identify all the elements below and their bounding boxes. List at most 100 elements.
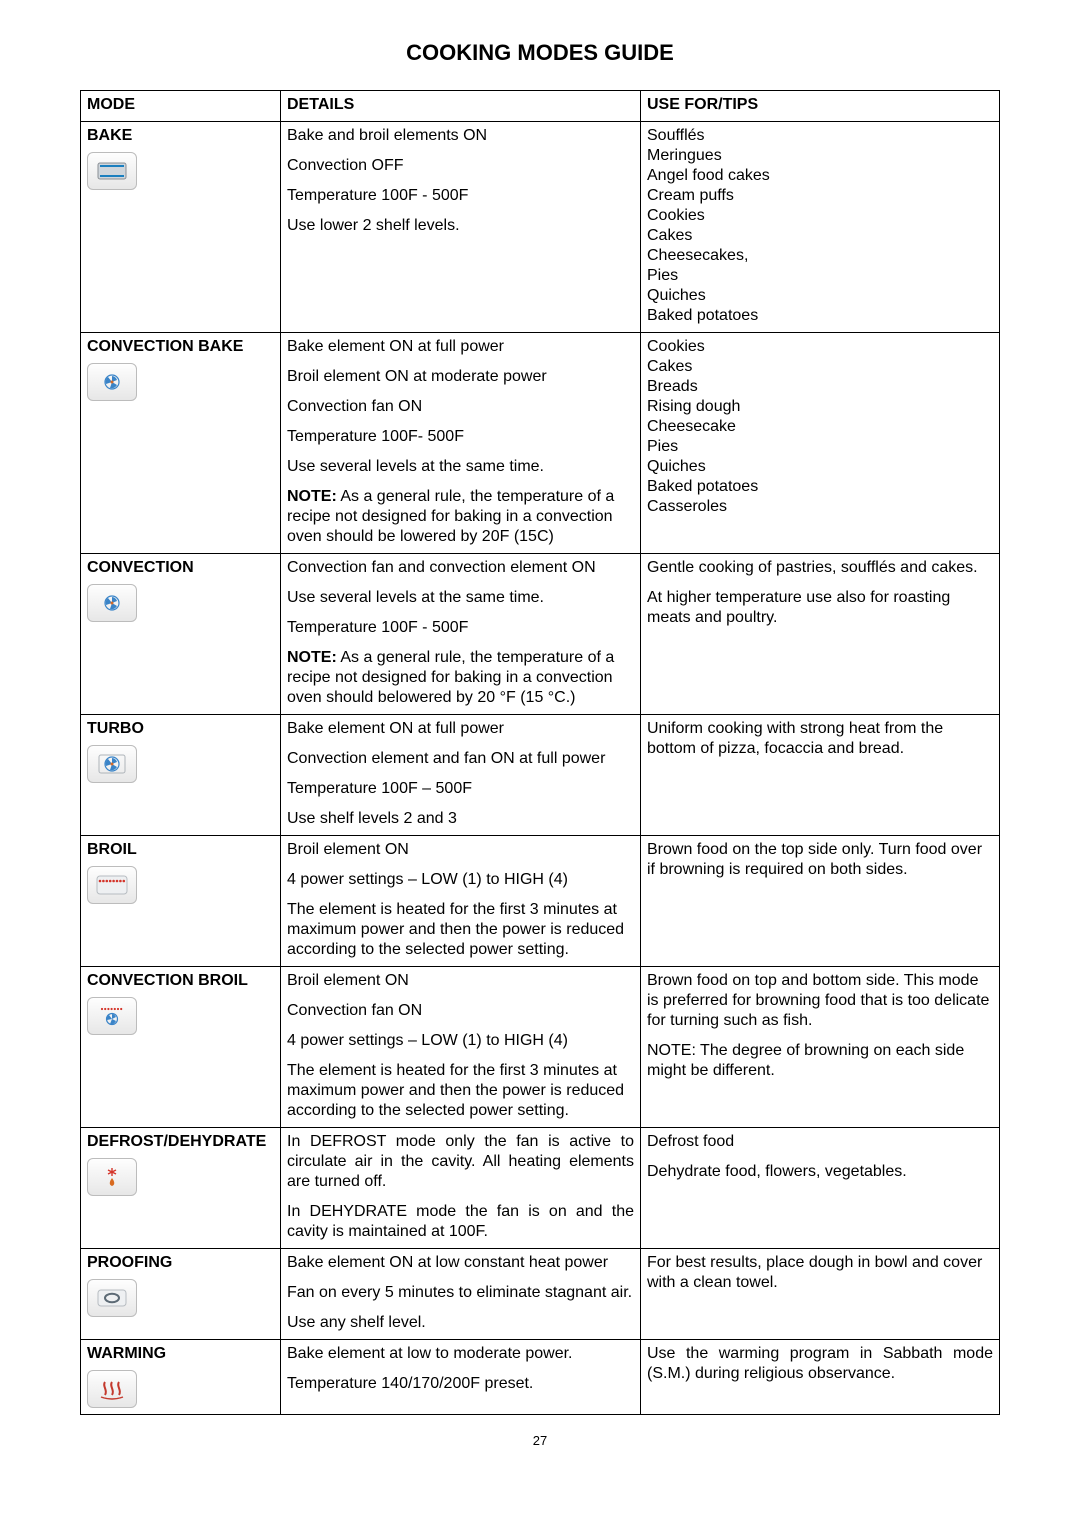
- tips-list: SoufflésMeringuesAngel food cakesCream p…: [647, 126, 993, 326]
- tips-list-item: Baked potatoes: [647, 477, 993, 497]
- mode-name: CONVECTION BAKE: [87, 337, 274, 357]
- tips-cell: Brown food on top and bottom side. This …: [641, 967, 1000, 1128]
- header-details: DETAILS: [281, 91, 641, 122]
- broil-icon: [87, 866, 274, 904]
- detail-line: Convection element and fan ON at full po…: [287, 749, 634, 769]
- tips-list-item: Cakes: [647, 357, 993, 377]
- detail-line: The element is heated for the first 3 mi…: [287, 900, 634, 960]
- note-label: NOTE:: [287, 488, 337, 505]
- warming-icon: [87, 1370, 274, 1408]
- tips-list-item: Pies: [647, 437, 993, 457]
- page-number: 27: [80, 1433, 1000, 1448]
- tips-cell: Uniform cooking with strong heat from th…: [641, 715, 1000, 836]
- details-cell: Bake element at low to moderate power. Te…: [281, 1340, 641, 1415]
- table-row: BROIL Broil element ON 4 power settings –…: [81, 836, 1000, 967]
- detail-line: Temperature 100F – 500F: [287, 779, 634, 799]
- detail-line: Temperature 100F - 500F: [287, 186, 634, 206]
- detail-line: Bake element ON at full power: [287, 719, 634, 739]
- tips-cell: Use the warming program in Sabbath mode …: [641, 1340, 1000, 1415]
- page-title: COOKING MODES GUIDE: [80, 40, 1000, 66]
- note-label: NOTE:: [287, 649, 337, 666]
- tips-paragraph: Dehydrate food, flowers, vegetables.: [647, 1162, 993, 1182]
- detail-line: Convection fan ON: [287, 397, 634, 417]
- tips-list-item: Angel food cakes: [647, 166, 993, 186]
- conv-bake-icon: [87, 363, 274, 401]
- detail-line: Bake element ON at low constant heat pow…: [287, 1253, 634, 1273]
- detail-line: In DEHYDRATE mode the fan is on and the …: [287, 1202, 634, 1242]
- detail-line: 4 power settings – LOW (1) to HIGH (4): [287, 870, 634, 890]
- tips-paragraph: Brown food on the top side only. Turn fo…: [647, 840, 993, 880]
- bake-icon: [87, 152, 274, 190]
- detail-line: Convection OFF: [287, 156, 634, 176]
- table-header-row: MODE DETAILS USE FOR/TIPS: [81, 91, 1000, 122]
- mode-name: BROIL: [87, 840, 274, 860]
- detail-line: Broil element ON at moderate power: [287, 367, 634, 387]
- detail-line: Convection fan and convection element ON: [287, 558, 634, 578]
- tips-cell: Gentle cooking of pastries, soufflés and…: [641, 554, 1000, 715]
- tips-paragraph: Gentle cooking of pastries, soufflés and…: [647, 558, 993, 578]
- mode-cell: CONVECTION: [81, 554, 281, 715]
- detail-line: Temperature 140/170/200F preset.: [287, 1374, 634, 1394]
- tips-list-item: Quiches: [647, 457, 993, 477]
- detail-line: Broil element ON: [287, 840, 634, 860]
- tips-paragraph: Brown food on top and bottom side. This …: [647, 971, 993, 1031]
- tips-cell: CookiesCakesBreadsRising doughCheesecake…: [641, 333, 1000, 554]
- detail-line: Use several levels at the same time.: [287, 588, 634, 608]
- mode-name: CONVECTION BROIL: [87, 971, 274, 991]
- tips-paragraph: Defrost food: [647, 1132, 993, 1152]
- table-row: DEFROST/DEHYDRATE In DEFROST mode only t…: [81, 1128, 1000, 1249]
- detail-line: Temperature 100F- 500F: [287, 427, 634, 447]
- tips-paragraph: NOTE: The degree of browning on each sid…: [647, 1041, 993, 1081]
- mode-name: WARMING: [87, 1344, 274, 1364]
- table-row: TURBO Bake element ON at full power Conve…: [81, 715, 1000, 836]
- mode-cell: BAKE: [81, 122, 281, 333]
- mode-cell: DEFROST/DEHYDRATE: [81, 1128, 281, 1249]
- details-cell: Convection fan and convection element ON…: [281, 554, 641, 715]
- tips-list-item: Casseroles: [647, 497, 993, 517]
- mode-name: PROOFING: [87, 1253, 274, 1273]
- detail-line: Bake and broil elements ON: [287, 126, 634, 146]
- mode-name: CONVECTION: [87, 558, 274, 578]
- detail-line: Bake element at low to moderate power.: [287, 1344, 634, 1364]
- tips-paragraph: Uniform cooking with strong heat from th…: [647, 719, 993, 759]
- tips-list-item: Cookies: [647, 206, 993, 226]
- tips-list-item: Rising dough: [647, 397, 993, 417]
- tips-list-item: Baked potatoes: [647, 306, 993, 326]
- defrost-icon: [87, 1158, 274, 1196]
- document-page: COOKING MODES GUIDE MODE DETAILS USE FOR…: [0, 0, 1080, 1488]
- mode-name: DEFROST/DEHYDRATE: [87, 1132, 274, 1152]
- tips-list-item: Soufflés: [647, 126, 993, 146]
- table-row: CONVECTION Convection fan and convection…: [81, 554, 1000, 715]
- detail-line: Convection fan ON: [287, 1001, 634, 1021]
- details-cell: Broil element ON 4 power settings – LOW (…: [281, 836, 641, 967]
- tips-list-item: Breads: [647, 377, 993, 397]
- details-cell: In DEFROST mode only the fan is active t…: [281, 1128, 641, 1249]
- convection-icon: [87, 584, 274, 622]
- tips-paragraph: For best results, place dough in bowl an…: [647, 1253, 993, 1293]
- tips-list-item: Cream puffs: [647, 186, 993, 206]
- tips-cell: SoufflésMeringuesAngel food cakesCream p…: [641, 122, 1000, 333]
- tips-list-item: Cheesecakes,: [647, 246, 993, 266]
- tips-list-item: Quiches: [647, 286, 993, 306]
- conv-broil-icon: [87, 997, 274, 1035]
- mode-cell: TURBO: [81, 715, 281, 836]
- detail-line: 4 power settings – LOW (1) to HIGH (4): [287, 1031, 634, 1051]
- detail-line: Use lower 2 shelf levels.: [287, 216, 634, 236]
- detail-line: The element is heated for the first 3 mi…: [287, 1061, 634, 1121]
- table-row: WARMING Bake element at low to moderate …: [81, 1340, 1000, 1415]
- details-cell: Bake element ON at low constant heat pow…: [281, 1249, 641, 1340]
- tips-paragraph: Use the warming program in Sabbath mode …: [647, 1344, 993, 1384]
- table-row: CONVECTION BROIL Broil element ONConvect…: [81, 967, 1000, 1128]
- tips-list-item: Cheesecake: [647, 417, 993, 437]
- mode-cell: PROOFING: [81, 1249, 281, 1340]
- table-row: CONVECTION BAKE Bake element ON at full …: [81, 333, 1000, 554]
- proofing-icon: [87, 1279, 274, 1317]
- tips-cell: For best results, place dough in bowl an…: [641, 1249, 1000, 1340]
- tips-list-item: Pies: [647, 266, 993, 286]
- tips-list-item: Cookies: [647, 337, 993, 357]
- detail-line: Bake element ON at full power: [287, 337, 634, 357]
- tips-cell: Brown food on the top side only. Turn fo…: [641, 836, 1000, 967]
- turbo-icon: [87, 745, 274, 783]
- detail-line: Use shelf levels 2 and 3: [287, 809, 634, 829]
- detail-line: NOTE: As a general rule, the temperature…: [287, 648, 634, 708]
